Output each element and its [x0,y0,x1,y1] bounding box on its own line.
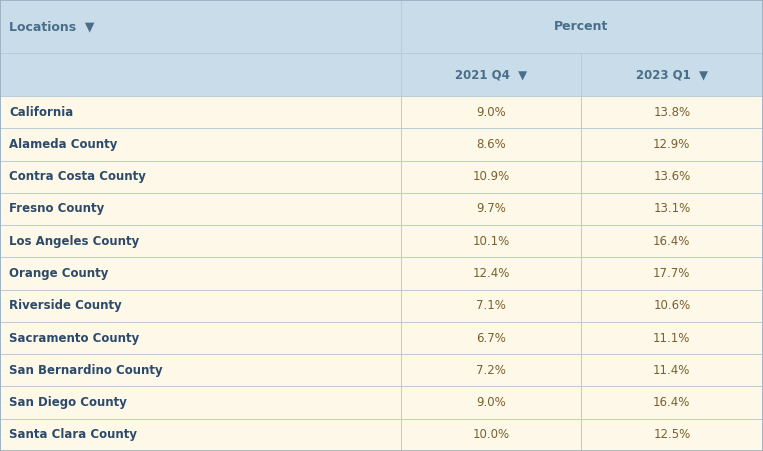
Bar [581,354,762,387]
Bar [401,322,581,354]
Bar [0,129,401,161]
Text: Alameda County: Alameda County [9,138,118,151]
Bar [0,161,401,193]
Bar [401,387,581,419]
Bar [581,129,762,161]
Bar [0,354,401,387]
Text: Santa Clara County: Santa Clara County [9,428,137,442]
Bar [401,419,581,451]
Text: 7.2%: 7.2% [476,364,506,377]
Bar [0,96,401,129]
Text: 13.1%: 13.1% [653,202,691,216]
Text: Riverside County: Riverside County [9,299,122,312]
Text: 10.0%: 10.0% [472,428,510,442]
Bar [581,322,762,354]
Bar [401,258,581,290]
Bar [401,193,581,225]
Text: 9.0%: 9.0% [476,396,506,409]
Bar [0,53,401,96]
Bar [401,129,581,161]
Text: 16.4%: 16.4% [653,396,691,409]
Bar [581,53,762,96]
Text: Orange County: Orange County [9,267,108,280]
Text: California: California [9,106,73,119]
Text: Locations  ▼: Locations ▼ [9,20,95,33]
Text: 10.9%: 10.9% [472,170,510,183]
Text: 12.5%: 12.5% [653,428,691,442]
Text: 13.6%: 13.6% [653,170,691,183]
Text: 2021 Q4  ▼: 2021 Q4 ▼ [455,68,527,81]
Text: 9.0%: 9.0% [476,106,506,119]
Text: 11.4%: 11.4% [653,364,691,377]
Bar [0,258,401,290]
Text: 10.6%: 10.6% [653,299,691,312]
Text: 8.6%: 8.6% [476,138,506,151]
Text: Percent: Percent [554,20,609,33]
Bar [401,225,581,258]
Bar [401,354,581,387]
Text: San Bernardino County: San Bernardino County [9,364,163,377]
Bar [581,161,762,193]
Bar [0,322,401,354]
Bar [581,419,762,451]
Bar [0,290,401,322]
Bar [581,387,762,419]
Text: Sacramento County: Sacramento County [9,331,140,345]
Text: 7.1%: 7.1% [476,299,506,312]
Text: 6.7%: 6.7% [476,331,506,345]
Text: 13.8%: 13.8% [653,106,691,119]
Text: 12.9%: 12.9% [653,138,691,151]
Bar [0,387,401,419]
Bar [0,225,401,258]
Bar [401,0,762,53]
Bar [0,419,401,451]
Bar [581,225,762,258]
Text: Los Angeles County: Los Angeles County [9,235,140,248]
Text: San Diego County: San Diego County [9,396,127,409]
Bar [401,96,581,129]
Text: 11.1%: 11.1% [653,331,691,345]
Text: 10.1%: 10.1% [472,235,510,248]
Bar [0,193,401,225]
Bar [581,96,762,129]
Text: 9.7%: 9.7% [476,202,506,216]
Bar [581,258,762,290]
Text: 12.4%: 12.4% [472,267,510,280]
Bar [0,0,401,53]
Bar [581,290,762,322]
Text: 2023 Q1  ▼: 2023 Q1 ▼ [636,68,708,81]
Bar [401,53,581,96]
Text: Contra Costa County: Contra Costa County [9,170,146,183]
Text: 16.4%: 16.4% [653,235,691,248]
Bar [401,290,581,322]
Bar [401,161,581,193]
Text: 17.7%: 17.7% [653,267,691,280]
Text: Fresno County: Fresno County [9,202,105,216]
Bar [581,193,762,225]
